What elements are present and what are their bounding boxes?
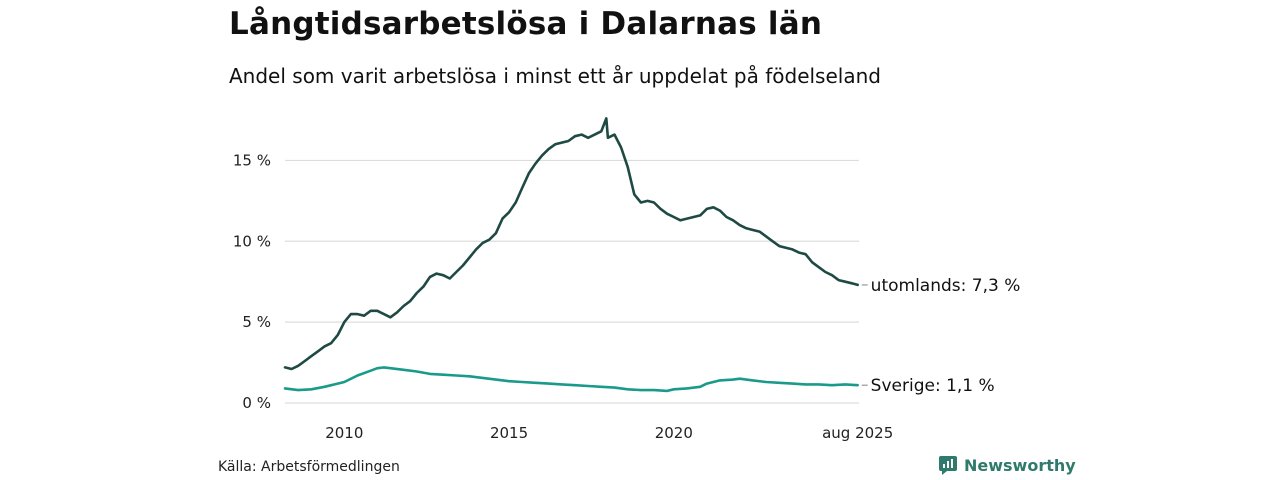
x-axis-ticks: 2010 2015 2020 aug 2025 bbox=[325, 424, 893, 442]
y-tick-label: 0 % bbox=[242, 394, 271, 412]
y-tick-label: 5 % bbox=[242, 313, 271, 331]
brand-name: Newsworthy bbox=[964, 455, 1076, 475]
x-tick-label: 2020 bbox=[655, 424, 693, 442]
y-axis-ticks: 0 % 5 % 10 % 15 % bbox=[233, 151, 271, 412]
series-line-utomlands bbox=[283, 117, 860, 371]
x-tick-label: 2010 bbox=[325, 424, 363, 442]
brand-logo[interactable]: Newsworthy bbox=[938, 455, 1076, 475]
x-tick-label: aug 2025 bbox=[822, 424, 893, 442]
x-tick-label: 2015 bbox=[490, 424, 528, 442]
gridlines bbox=[285, 159, 859, 404]
chart-subtitle: Andel som varit arbetslösa i minst ett å… bbox=[229, 64, 881, 88]
end-label-utomlands: utomlands: 7,3 % bbox=[871, 276, 1021, 296]
newsworthy-logo-icon bbox=[939, 456, 957, 475]
end-label-sverige: Sverige: 1,1 % bbox=[871, 376, 995, 396]
chart-title: Långtidsarbetslösa i Dalarnas län bbox=[229, 6, 823, 42]
series-line-sverige bbox=[283, 366, 860, 393]
source-note: Källa: Arbetsförmedlingen bbox=[218, 459, 400, 475]
y-tick-label: 15 % bbox=[233, 151, 271, 169]
end-labels: utomlands: 7,3 % Sverige: 1,1 % bbox=[861, 276, 1021, 396]
series-lines bbox=[283, 117, 860, 393]
y-tick-label: 10 % bbox=[233, 232, 271, 250]
